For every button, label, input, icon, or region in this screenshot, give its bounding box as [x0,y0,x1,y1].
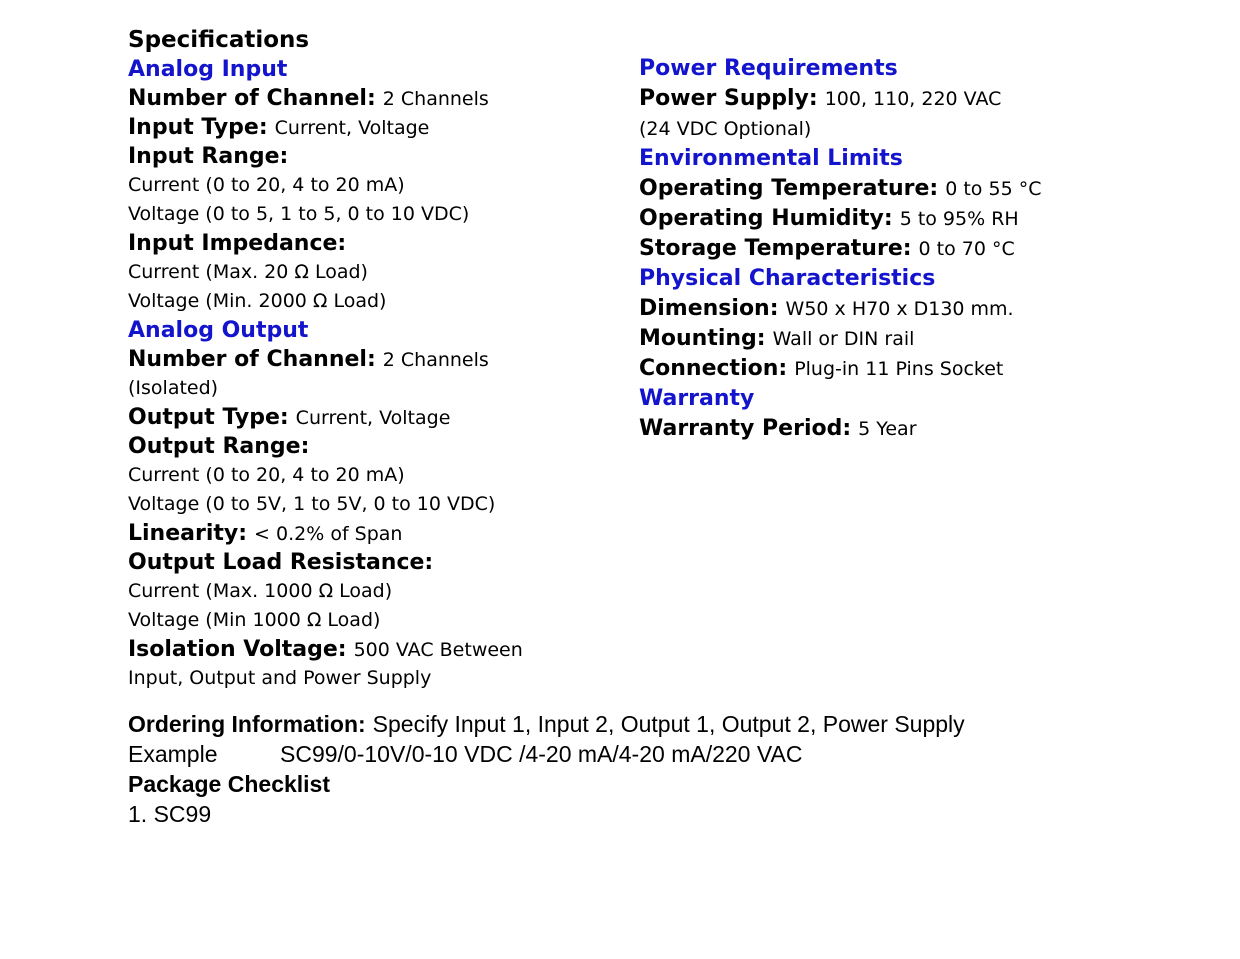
section-heading-analog-output: Analog Output [128,316,523,345]
example-order-code: SC99/0-10V/0-10 VDC /4-20 mA/4-20 mA/220… [280,741,803,767]
spec-line: Connection: Plug-in 11 Pins Socket [639,354,1041,384]
spec-line: Output Range: [128,432,523,461]
field-value: Current (Max. 20 Ω Load) [128,261,368,283]
field-value: (24 VDC Optional) [639,118,812,140]
field-value: 2 Channels [382,88,489,110]
spec-line: Current (Max. 1000 Ω Load) [128,577,523,606]
field-label: Isolation Voltage: [128,637,347,662]
field-value: Current, Voltage [295,407,451,429]
spec-line: Input, Output and Power Supply [128,664,523,693]
ordering-information-line: Ordering Information: Specify Input 1, In… [128,709,965,739]
spec-line: Isolation Voltage: 500 VAC Between [128,635,523,664]
spec-line: Voltage (0 to 5V, 1 to 5V, 0 to 10 VDC) [128,490,523,519]
field-value: Current (0 to 20, 4 to 20 mA) [128,464,405,486]
package-checklist-item-line: 1. SC99 [128,799,965,829]
field-label: Input Impedance: [128,231,347,256]
field-label: Linearity: [128,521,248,546]
spec-line: Current (Max. 20 Ω Load) [128,258,523,287]
field-value: < 0.2% of Span [254,523,403,545]
field-value: W50 x H70 x D130 mm. [785,298,1014,320]
spec-line: Output Type: Current, Voltage [128,403,523,432]
field-value: Current (Max. 1000 Ω Load) [128,580,393,602]
section-heading: Physical Characteristics [639,266,936,291]
field-label: Input Range: [128,144,289,169]
field-value: 2 Channels [382,349,489,371]
spec-line: Input Range: [128,142,523,171]
specs-left-column: Specifications Analog Input Number of Ch… [128,26,523,693]
field-value: Plug-in 11 Pins Socket [794,358,1004,380]
field-label: Output Range: [128,434,310,459]
spec-line: Warranty Period: 5 Year [639,414,1041,444]
field-value: Voltage (0 to 5, 1 to 5, 0 to 10 VDC) [128,203,470,225]
field-value: 500 VAC Between [353,639,523,661]
section-heading: Warranty [639,386,755,411]
field-label: Warranty Period: [639,416,852,441]
page-title-line: Specifications [128,26,523,55]
section-heading-analog-input: Analog Input [128,55,523,84]
ordering-info-block: Ordering Information: Specify Input 1, In… [128,709,965,829]
section-heading: Analog Input [128,57,288,82]
section-heading: Analog Output [128,318,309,343]
field-label: Mounting: [639,326,766,351]
package-checklist-heading: Package Checklist [128,771,331,797]
spec-line: Output Load Resistance: [128,548,523,577]
field-label: Input Type: [128,115,268,140]
ordering-information-label: Ordering Information: [128,711,366,737]
field-label: Operating Temperature: [639,176,939,201]
ordering-information-value: Specify Input 1, Input 2, Output 1, Outp… [372,711,965,737]
field-label: Dimension: [639,296,779,321]
package-checklist-heading-line: Package Checklist [128,769,965,799]
section-heading-power-requirements: Power Requirements [639,54,1041,84]
spec-line: Power Supply: 100, 110, 220 VAC [639,84,1041,114]
field-label: Connection: [639,356,788,381]
ordering-example-line: Example SC99/0-10V/0-10 VDC /4-20 mA/4-20… [128,739,965,769]
field-value: (Isolated) [128,377,219,399]
field-label: Power Supply: [639,86,818,111]
spec-line: Number of Channel: 2 Channels [128,84,523,113]
spec-line: (Isolated) [128,374,523,403]
spec-line: Voltage (Min 1000 Ω Load) [128,606,523,635]
field-label: Output Load Resistance: [128,550,434,575]
field-label: Number of Channel: [128,347,376,372]
spec-line: Voltage (0 to 5, 1 to 5, 0 to 10 VDC) [128,200,523,229]
field-value: 0 to 70 °C [918,238,1015,260]
field-value: Wall or DIN rail [772,328,915,350]
spec-line: Number of Channel: 2 Channels [128,345,523,374]
specs-right-column: Power Requirements Power Supply: 100, 110… [639,54,1041,444]
example-label: Example [128,741,218,767]
field-value: Voltage (0 to 5V, 1 to 5V, 0 to 10 VDC) [128,493,496,515]
spec-line: Mounting: Wall or DIN rail [639,324,1041,354]
spec-line: Operating Humidity: 5 to 95% RH [639,204,1041,234]
spec-line: Input Impedance: [128,229,523,258]
section-heading-physical-characteristics: Physical Characteristics [639,264,1041,294]
section-heading-warranty: Warranty [639,384,1041,414]
spec-line: Current (0 to 20, 4 to 20 mA) [128,171,523,200]
spec-line: Current (0 to 20, 4 to 20 mA) [128,461,523,490]
section-heading: Power Requirements [639,56,898,81]
field-value: 5 to 95% RH [899,208,1019,230]
field-value: 0 to 55 °C [945,178,1042,200]
spec-line: (24 VDC Optional) [639,114,1041,144]
spec-line: Input Type: Current, Voltage [128,113,523,142]
field-label: Operating Humidity: [639,206,893,231]
package-checklist-item: 1. SC99 [128,801,212,827]
field-value: 100, 110, 220 VAC [824,88,1002,110]
page-title: Specifications [128,27,310,53]
section-heading-environmental-limits: Environmental Limits [639,144,1041,174]
field-value: 5 Year [858,418,917,440]
spec-line: Dimension: W50 x H70 x D130 mm. [639,294,1041,324]
field-value: Current, Voltage [274,117,430,139]
field-label: Storage Temperature: [639,236,912,261]
field-value: Input, Output and Power Supply [128,667,432,689]
section-heading: Environmental Limits [639,146,903,171]
field-label: Number of Channel: [128,86,376,111]
spec-line: Voltage (Min. 2000 Ω Load) [128,287,523,316]
field-value: Voltage (Min. 2000 Ω Load) [128,290,387,312]
field-value: Voltage (Min 1000 Ω Load) [128,609,381,631]
field-label: Output Type: [128,405,289,430]
spec-line: Linearity: < 0.2% of Span [128,519,523,548]
spec-line: Storage Temperature: 0 to 70 °C [639,234,1041,264]
field-value: Current (0 to 20, 4 to 20 mA) [128,174,405,196]
spec-line: Operating Temperature: 0 to 55 °C [639,174,1041,204]
